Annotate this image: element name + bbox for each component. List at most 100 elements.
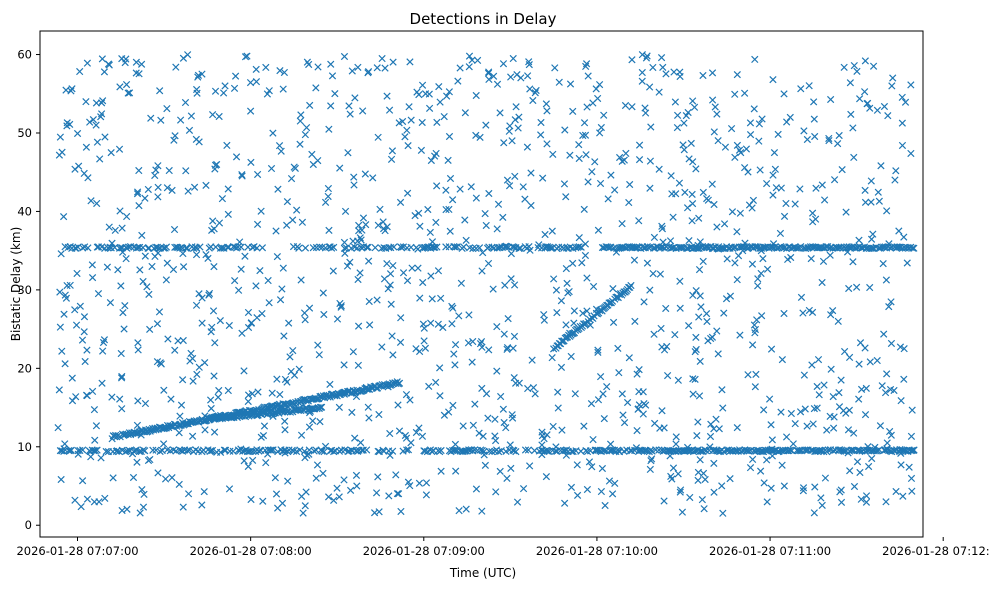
- data-point: [254, 388, 262, 396]
- data-point: [784, 446, 793, 455]
- data-point: [680, 119, 688, 127]
- data-point: [179, 376, 187, 384]
- data-point: [846, 79, 854, 87]
- data-point: [283, 221, 291, 229]
- data-point: [892, 167, 900, 175]
- data-point: [594, 226, 603, 234]
- plot-points: [54, 51, 918, 517]
- data-point: [115, 145, 124, 153]
- data-point: [594, 346, 602, 354]
- data-point: [309, 244, 317, 252]
- data-point: [787, 253, 795, 262]
- data-point: [464, 339, 473, 347]
- data-point: [500, 418, 508, 427]
- data-point: [726, 292, 735, 300]
- data-point: [389, 261, 397, 270]
- data-point: [58, 447, 66, 455]
- data-point: [324, 493, 333, 501]
- data-point: [468, 56, 476, 64]
- data-point: [898, 141, 907, 150]
- data-point: [418, 81, 427, 89]
- data-point: [278, 285, 286, 293]
- data-point: [581, 131, 590, 139]
- data-point: [319, 289, 327, 297]
- data-point: [403, 126, 411, 134]
- data-point: [669, 464, 678, 472]
- data-point: [327, 102, 335, 110]
- data-point: [736, 209, 744, 217]
- data-point: [73, 269, 81, 278]
- data-point: [223, 243, 232, 251]
- data-point: [154, 469, 162, 477]
- data-point: [794, 447, 802, 455]
- data-point: [380, 275, 389, 283]
- data-point: [861, 410, 870, 419]
- data-point: [840, 447, 848, 455]
- data-point: [554, 404, 562, 412]
- data-point: [630, 256, 639, 264]
- data-point: [615, 153, 624, 162]
- data-point: [868, 454, 876, 463]
- data-point: [374, 473, 382, 481]
- data-point: [335, 403, 343, 411]
- data-point: [615, 369, 623, 377]
- data-point: [478, 446, 486, 455]
- data-point: [261, 446, 269, 454]
- data-point: [100, 68, 109, 76]
- data-point: [170, 225, 179, 234]
- data-point: [796, 185, 804, 193]
- data-point: [811, 483, 819, 491]
- data-point: [820, 196, 829, 204]
- data-point: [811, 132, 819, 141]
- data-point: [116, 395, 124, 403]
- data-point: [829, 392, 837, 401]
- data-point: [689, 291, 697, 299]
- data-point: [548, 227, 556, 235]
- data-point: [855, 360, 863, 368]
- data-point: [695, 313, 703, 321]
- data-point: [478, 507, 486, 515]
- data-point: [625, 198, 633, 207]
- data-point: [427, 156, 435, 165]
- data-point: [133, 458, 141, 466]
- data-point: [445, 408, 453, 416]
- data-point: [676, 486, 685, 494]
- data-point: [655, 446, 663, 454]
- data-point: [811, 215, 820, 223]
- data-point: [767, 421, 775, 429]
- data-point: [134, 339, 142, 347]
- data-point: [751, 243, 759, 251]
- data-point: [484, 259, 493, 268]
- data-point: [549, 422, 557, 431]
- data-point: [550, 275, 558, 283]
- data-point: [722, 295, 731, 303]
- data-point: [507, 73, 515, 81]
- data-point: [563, 279, 571, 287]
- data-point: [646, 184, 654, 192]
- data-point: [786, 113, 794, 122]
- data-point: [363, 446, 371, 454]
- data-point: [510, 447, 518, 455]
- data-point: [582, 151, 590, 159]
- data-point: [663, 371, 672, 380]
- data-point: [82, 98, 90, 106]
- data-point: [491, 436, 500, 445]
- data-point: [865, 462, 873, 471]
- data-point: [340, 361, 348, 369]
- data-point: [702, 447, 710, 455]
- data-point: [174, 337, 182, 345]
- data-point: [210, 225, 218, 233]
- data-point: [176, 116, 185, 124]
- data-point: [864, 99, 872, 107]
- data-point: [115, 244, 124, 252]
- data-point: [302, 123, 311, 132]
- data-point: [395, 119, 403, 127]
- data-point: [252, 282, 260, 290]
- data-point: [176, 412, 184, 420]
- data-point: [90, 498, 99, 506]
- data-point: [778, 355, 786, 364]
- data-point: [685, 446, 693, 454]
- data-point: [674, 376, 682, 384]
- data-point: [83, 59, 92, 67]
- data-point: [381, 227, 389, 235]
